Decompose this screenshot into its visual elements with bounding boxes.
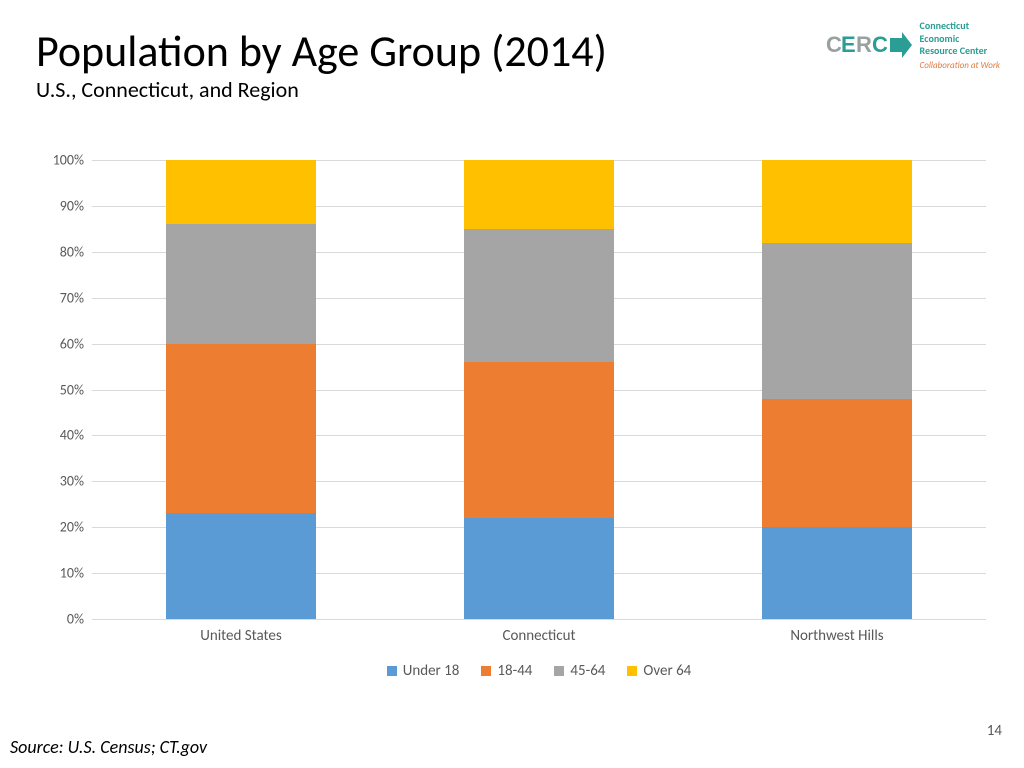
bar-segment	[464, 229, 614, 362]
svg-text:E: E	[841, 32, 856, 57]
org-tagline: Collaboration at Work	[920, 60, 1000, 71]
legend-label: Under 18	[403, 662, 460, 680]
bars-container: United States Connecticut Northwest Hills	[92, 160, 986, 619]
legend-item: Under 18	[387, 662, 460, 680]
bar-segment	[464, 518, 614, 619]
org-logo: C E R C Connecticut Economic Resource Ce…	[826, 20, 1000, 71]
legend-swatch	[387, 666, 397, 676]
grid-line	[92, 619, 986, 620]
org-name-line1: Connecticut	[920, 20, 1000, 33]
legend-label: 45-64	[570, 662, 605, 680]
y-axis-label: 50%	[36, 381, 84, 398]
bar-group: United States	[166, 160, 316, 619]
legend-swatch	[554, 666, 564, 676]
y-axis-label: 20%	[36, 519, 84, 536]
y-axis-label: 60%	[36, 335, 84, 352]
org-name-line3: Resource Center	[920, 45, 1000, 58]
x-axis-label: Connecticut	[502, 627, 575, 645]
bar-segment	[762, 399, 912, 528]
bar-segment	[762, 243, 912, 399]
legend-swatch	[627, 666, 637, 676]
y-axis-label: 100%	[36, 152, 84, 169]
bar-group: Connecticut	[464, 160, 614, 619]
x-axis-label: United States	[200, 627, 282, 645]
page-subtitle: U.S., Connecticut, and Region	[36, 76, 1004, 103]
bar-segment	[464, 160, 614, 229]
y-axis-label: 90%	[36, 197, 84, 214]
x-axis-label: Northwest Hills	[790, 627, 883, 645]
chart-legend: Under 18 18-44 45-64 Over 64	[92, 662, 986, 680]
y-axis-label: 30%	[36, 473, 84, 490]
cerc-logo-icon: C E R C	[826, 28, 912, 62]
bar-segment	[464, 362, 614, 518]
y-axis-label: 10%	[36, 565, 84, 582]
bar-segment	[166, 160, 316, 224]
svg-text:C: C	[872, 32, 888, 57]
population-chart: 0%10%20%30%40%50%60%70%80%90%100% United…	[36, 160, 986, 680]
bar-segment	[762, 160, 912, 243]
legend-item: Over 64	[627, 662, 691, 680]
y-axis-label: 70%	[36, 289, 84, 306]
bar-segment	[166, 513, 316, 619]
legend-item: 45-64	[554, 662, 605, 680]
y-axis-label: 0%	[36, 611, 84, 628]
legend-label: 18-44	[497, 662, 532, 680]
plot-area: 0%10%20%30%40%50%60%70%80%90%100% United…	[92, 160, 986, 620]
bar-stack	[762, 160, 912, 619]
y-axis-label: 40%	[36, 427, 84, 444]
bar-segment	[166, 344, 316, 514]
bar-segment	[166, 224, 316, 343]
source-citation: Source: U.S. Census; CT.gov	[10, 736, 207, 758]
y-axis-label: 80%	[36, 243, 84, 260]
org-name-block: Connecticut Economic Resource Center Col…	[920, 20, 1000, 71]
legend-label: Over 64	[643, 662, 691, 680]
page-number: 14	[987, 722, 1002, 740]
bar-segment	[762, 527, 912, 619]
bar-stack	[464, 160, 614, 619]
legend-swatch	[481, 666, 491, 676]
svg-text:R: R	[856, 32, 872, 57]
svg-text:C: C	[826, 32, 842, 57]
bar-stack	[166, 160, 316, 619]
bar-group: Northwest Hills	[762, 160, 912, 619]
legend-item: 18-44	[481, 662, 532, 680]
